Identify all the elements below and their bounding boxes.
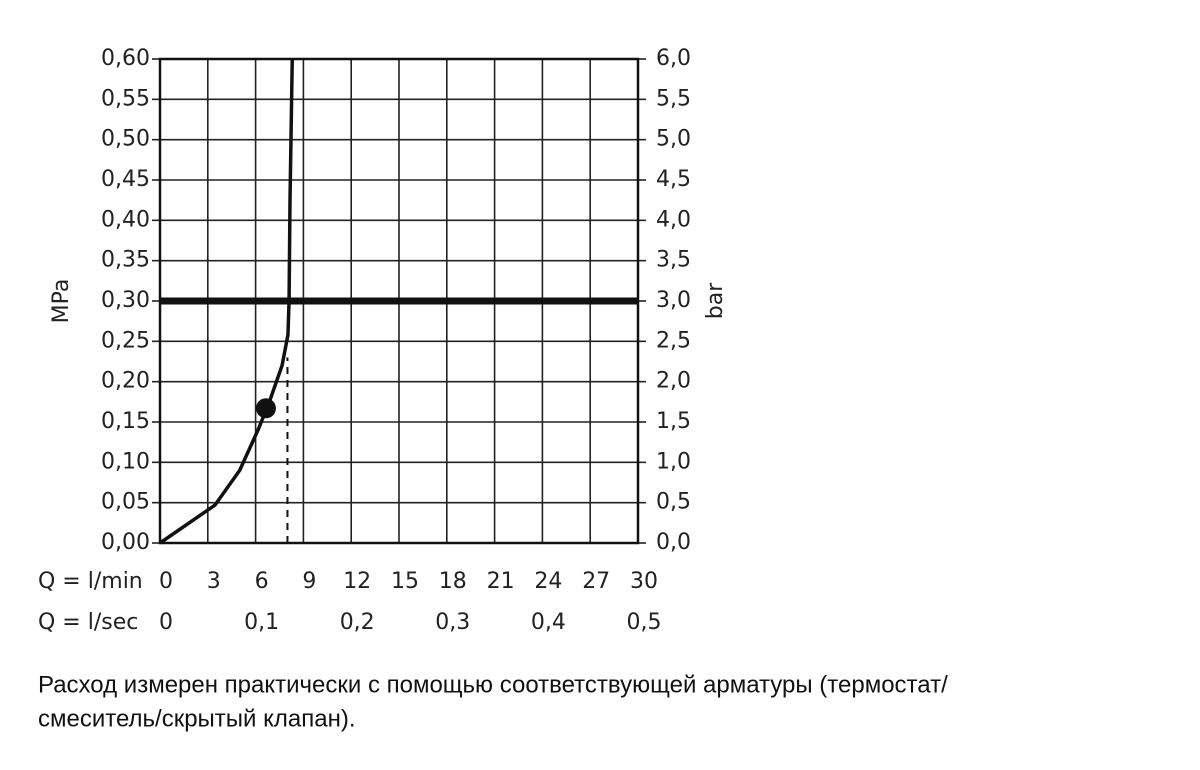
y2-tick-label: 1,5: [656, 409, 691, 434]
y2-tick-label: 5,5: [656, 86, 691, 111]
x-tick-label: 12: [343, 569, 371, 594]
x-tick-label: 18: [439, 569, 467, 594]
x2-prefix: Q = l/sec: [38, 610, 138, 635]
y-tick-label: 0,30: [101, 288, 150, 313]
y-axis-label: MPa: [49, 279, 74, 324]
y-tick-label: 0,00: [101, 530, 150, 555]
caption-line: смеситель/скрытый клапан).: [38, 705, 356, 732]
y2-tick-label: 2,0: [656, 369, 691, 394]
y-tick-label: 0,20: [101, 369, 150, 394]
y2-tick-label: 4,0: [656, 207, 691, 232]
x-tick-label: 27: [582, 569, 610, 594]
x2-tick-label: 0,5: [627, 610, 662, 635]
x-tick-label: 15: [391, 569, 419, 594]
y2-tick-label: 6,0: [656, 46, 691, 71]
x-tick-label: 30: [630, 569, 658, 594]
y-tick-label: 0,35: [101, 248, 150, 273]
x-tick-label: 3: [207, 569, 221, 594]
y-tick-label: 0,45: [101, 167, 150, 192]
y2-axis-label: bar: [703, 282, 728, 319]
y-tick-label: 0,15: [101, 409, 150, 434]
y2-tick-label: 2,5: [656, 328, 691, 353]
y2-tick-label: 1,0: [656, 449, 691, 474]
y-tick-label: 0,50: [101, 127, 150, 152]
caption-line: Расход измерен практически с помощью соо…: [38, 671, 948, 698]
y2-tick-label: 3,0: [656, 288, 691, 313]
y-tick-label: 0,05: [101, 490, 150, 515]
x2-tick-label: 0,1: [244, 610, 279, 635]
curve: [159, 58, 294, 545]
y2-tick-label: 3,5: [656, 248, 691, 273]
x-tick-label: 6: [255, 569, 269, 594]
x-tick-label: 24: [534, 569, 562, 594]
x2-tick-label: 0,4: [531, 610, 566, 635]
x-tick-label: 9: [302, 569, 316, 594]
y-tick-label: 0,10: [101, 449, 150, 474]
y-tick-label: 0,25: [101, 328, 150, 353]
y2-tick-label: 5,0: [656, 127, 691, 152]
y-tick-label: 0,60: [101, 46, 150, 71]
x-prefix: Q = l/min: [38, 569, 143, 594]
y2-tick-label: 0,5: [656, 490, 691, 515]
x2-tick-label: 0,3: [435, 610, 470, 635]
y2-tick-label: 0,0: [656, 530, 691, 555]
y-tick-label: 0,40: [101, 207, 150, 232]
y-tick-label: 0,55: [101, 86, 150, 111]
x2-tick-label: 0,2: [340, 610, 375, 635]
marker-dot: [255, 398, 276, 419]
x-tick-label: 21: [487, 569, 515, 594]
x2-tick-label: 0: [159, 610, 173, 635]
y2-tick-label: 4,5: [656, 167, 691, 192]
x-tick-label: 0: [159, 569, 173, 594]
